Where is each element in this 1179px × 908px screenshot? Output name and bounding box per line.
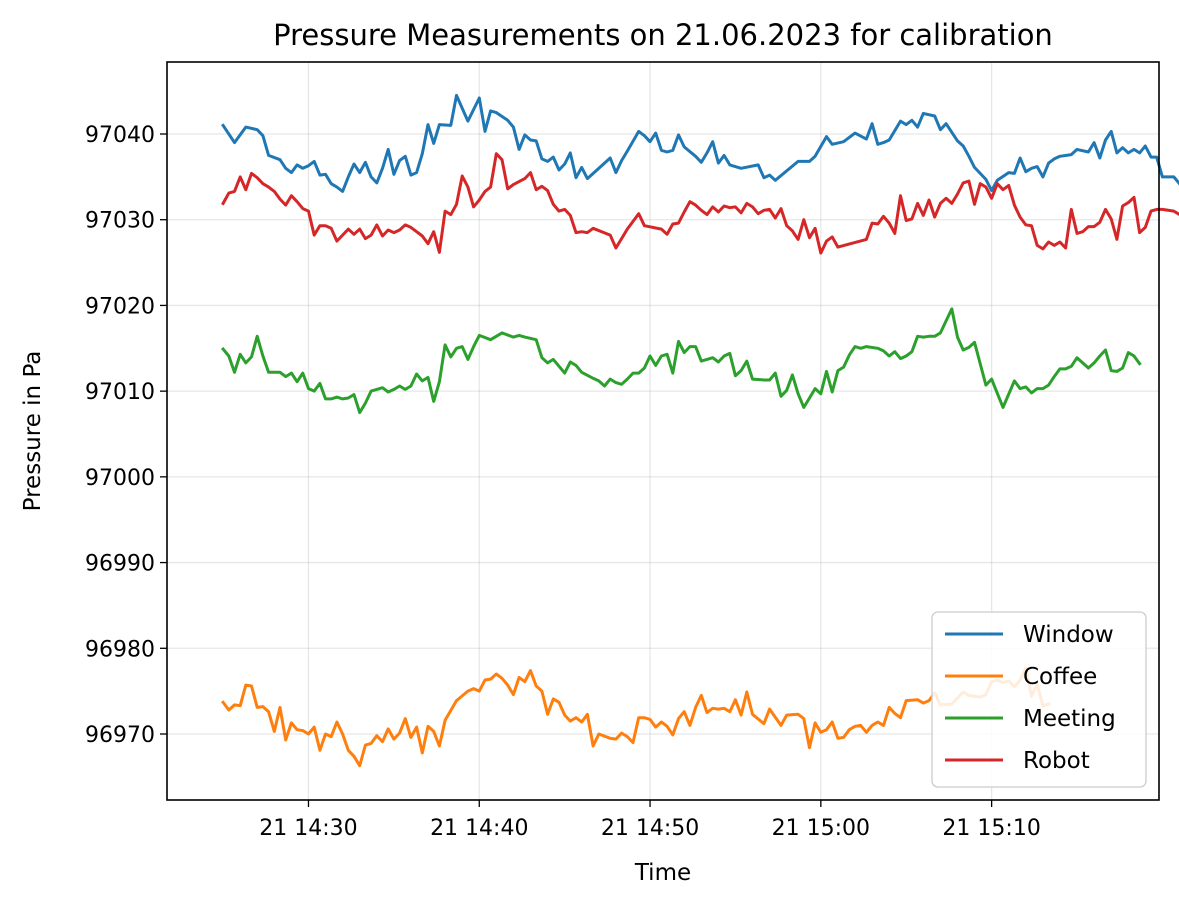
series-line-meeting <box>220 307 1142 415</box>
legend-label-coffee: Coffee <box>1023 664 1097 690</box>
legend: Window Coffee Meeting Robot <box>931 611 1147 788</box>
y-tick-label: 96970 <box>85 723 155 748</box>
x-axis-label: Time <box>634 860 691 886</box>
x-axis: 21 14:30 21 14:40 21 14:50 21 15:00 21 15:10 <box>259 800 1041 841</box>
chart-title: Pressure Measurements on 21.06.2023 for … <box>273 18 1053 52</box>
x-tick-label: 21 15:10 <box>942 816 1040 841</box>
series-layer <box>220 93 1179 768</box>
series-line-robot <box>221 152 1179 255</box>
y-tick-label: 97000 <box>85 466 155 491</box>
series-line-coffee <box>221 666 1051 768</box>
plot-frame <box>166 61 1160 801</box>
x-tick-label: 21 15:00 <box>772 816 870 841</box>
x-tick-label: 21 14:40 <box>430 816 528 841</box>
legend-label-window: Window <box>1023 622 1114 648</box>
legend-label-meeting: Meeting <box>1023 706 1116 732</box>
legend-label-robot: Robot <box>1023 748 1090 774</box>
y-tick-label: 96980 <box>85 637 155 662</box>
y-axis-label: Pressure in Pa <box>20 351 46 512</box>
legend-box <box>931 611 1147 788</box>
y-tick-label: 96990 <box>85 552 155 577</box>
y-tick-label: 97040 <box>85 123 155 148</box>
y-tick-label: 97020 <box>85 294 155 319</box>
grid <box>167 62 1159 800</box>
x-tick-label: 21 14:30 <box>259 816 357 841</box>
x-tick-label: 21 14:50 <box>601 816 699 841</box>
series-line-window <box>221 93 1179 193</box>
y-tick-label: 97010 <box>85 380 155 405</box>
y-axis: 96970 96980 96990 97000 97010 97020 97030 97040 <box>85 123 167 748</box>
y-tick-label: 97030 <box>85 209 155 234</box>
